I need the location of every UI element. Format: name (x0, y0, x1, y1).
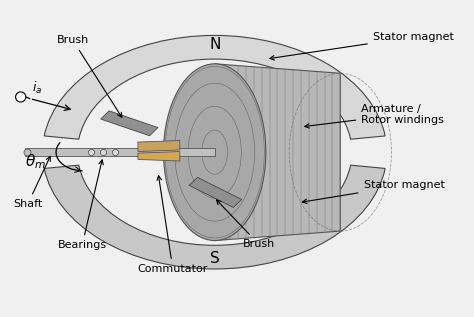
Text: $\theta_m$: $\theta_m$ (25, 152, 46, 171)
Text: S: S (210, 251, 219, 266)
Ellipse shape (16, 92, 26, 102)
Ellipse shape (164, 64, 266, 241)
Wedge shape (44, 165, 385, 269)
Polygon shape (100, 111, 158, 136)
Text: Shaft: Shaft (13, 157, 50, 209)
Polygon shape (215, 64, 340, 241)
Text: Bearings: Bearings (57, 160, 107, 250)
Polygon shape (25, 148, 215, 156)
Text: Stator magnet: Stator magnet (302, 180, 445, 204)
Text: Stator magnet: Stator magnet (270, 32, 454, 60)
Text: N: N (209, 37, 220, 52)
Text: Brush: Brush (217, 200, 275, 249)
Wedge shape (44, 36, 385, 139)
Polygon shape (138, 140, 180, 152)
Text: Commutator: Commutator (137, 176, 208, 274)
Text: Armature /
Rotor windings: Armature / Rotor windings (305, 104, 444, 128)
Polygon shape (189, 178, 242, 207)
Text: Brush: Brush (57, 35, 122, 117)
Polygon shape (138, 152, 180, 161)
Text: $i_a$: $i_a$ (32, 81, 43, 96)
